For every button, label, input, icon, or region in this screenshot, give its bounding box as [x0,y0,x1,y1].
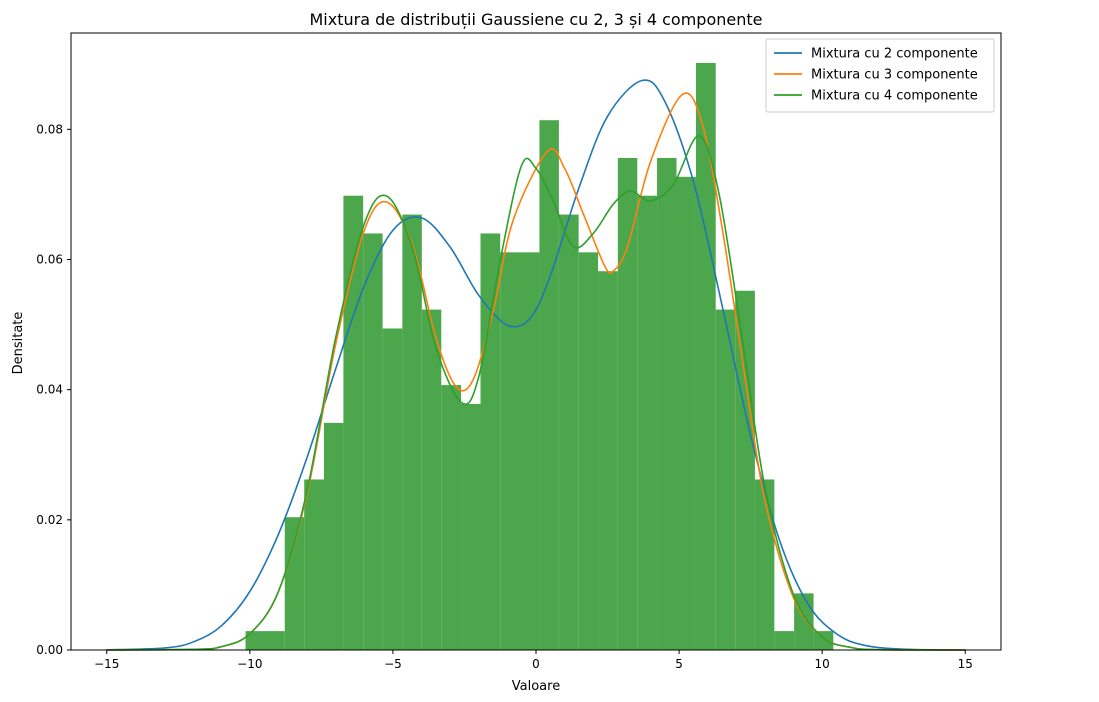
x-tick-label-2: −10 [237,657,262,671]
histogram-bar-26 [774,631,795,650]
y-axis-label: Densitate [11,312,26,375]
histogram-bar-17 [598,271,618,650]
histogram-bar-1 [245,631,285,650]
x-tick-label-1: −15 [94,657,119,671]
histogram-bar-12 [480,233,501,651]
y-tick-label-3: 0.04 [36,383,63,397]
histogram-bar-3 [304,479,324,650]
legend-label-2: Mixtura cu 3 componente [811,68,978,83]
legend-label-1: Mixtura cu 2 componente [811,47,978,62]
series-line-3 [106,135,966,651]
histogram-bar-2 [284,517,305,650]
histogram-bar-9 [421,309,442,650]
histogram-bar-7 [382,328,403,650]
histogram-bar-20 [657,157,677,650]
histogram-bar-10 [441,385,462,650]
histogram-bar-5 [343,195,364,650]
legend-box [765,38,995,113]
histogram-bar-19 [637,195,658,650]
histogram-bar-6 [363,233,383,651]
histogram-bar-28 [813,631,834,650]
histogram-bars [245,62,834,651]
x-axis-label: Valoare [512,679,560,694]
y-tick-label-5: 0.08 [36,122,63,136]
histogram-bar-22 [695,62,716,650]
histogram-bar-8 [402,214,422,650]
histogram-bar-24 [735,290,755,650]
legend-label-3: Mixtura cu 4 componente [811,89,978,104]
histogram-bar-23 [715,309,736,650]
chart-title: Mixtura de distribuții Gaussiene cu 2, 3… [310,10,763,29]
x-tick-label-7: 15 [958,657,973,671]
axes: −15 −10 −5 0 5 10 15 0.00 0.02 0.04 0.06 0.08 [36,32,1002,671]
x-tick-label-5: 5 [675,657,683,671]
series-line-1 [106,79,966,651]
x-tick-label-4: 0 [532,657,540,671]
x-tick-label-6: 10 [815,657,830,671]
histogram-bar-18 [617,157,638,650]
histogram-bar-25 [754,479,775,650]
y-tick-label-1: 0.00 [36,643,63,657]
density-lines [106,79,966,651]
histogram-bar-4 [323,422,344,650]
y-tick-label-2: 0.02 [36,513,63,527]
histogram-bar-21 [676,176,696,651]
y-tick-label-4: 0.06 [36,252,63,266]
histogram-bar-13 [500,252,540,650]
histogram-bar-16 [578,252,599,650]
histogram-bar-15 [558,214,579,650]
legend: Mixtura cu 2 componente Mixtura cu 3 comp… [765,38,995,113]
x-tick-label-3: −5 [384,657,402,671]
histogram-bar-11 [461,403,481,650]
histogram-bar-14 [539,120,559,651]
